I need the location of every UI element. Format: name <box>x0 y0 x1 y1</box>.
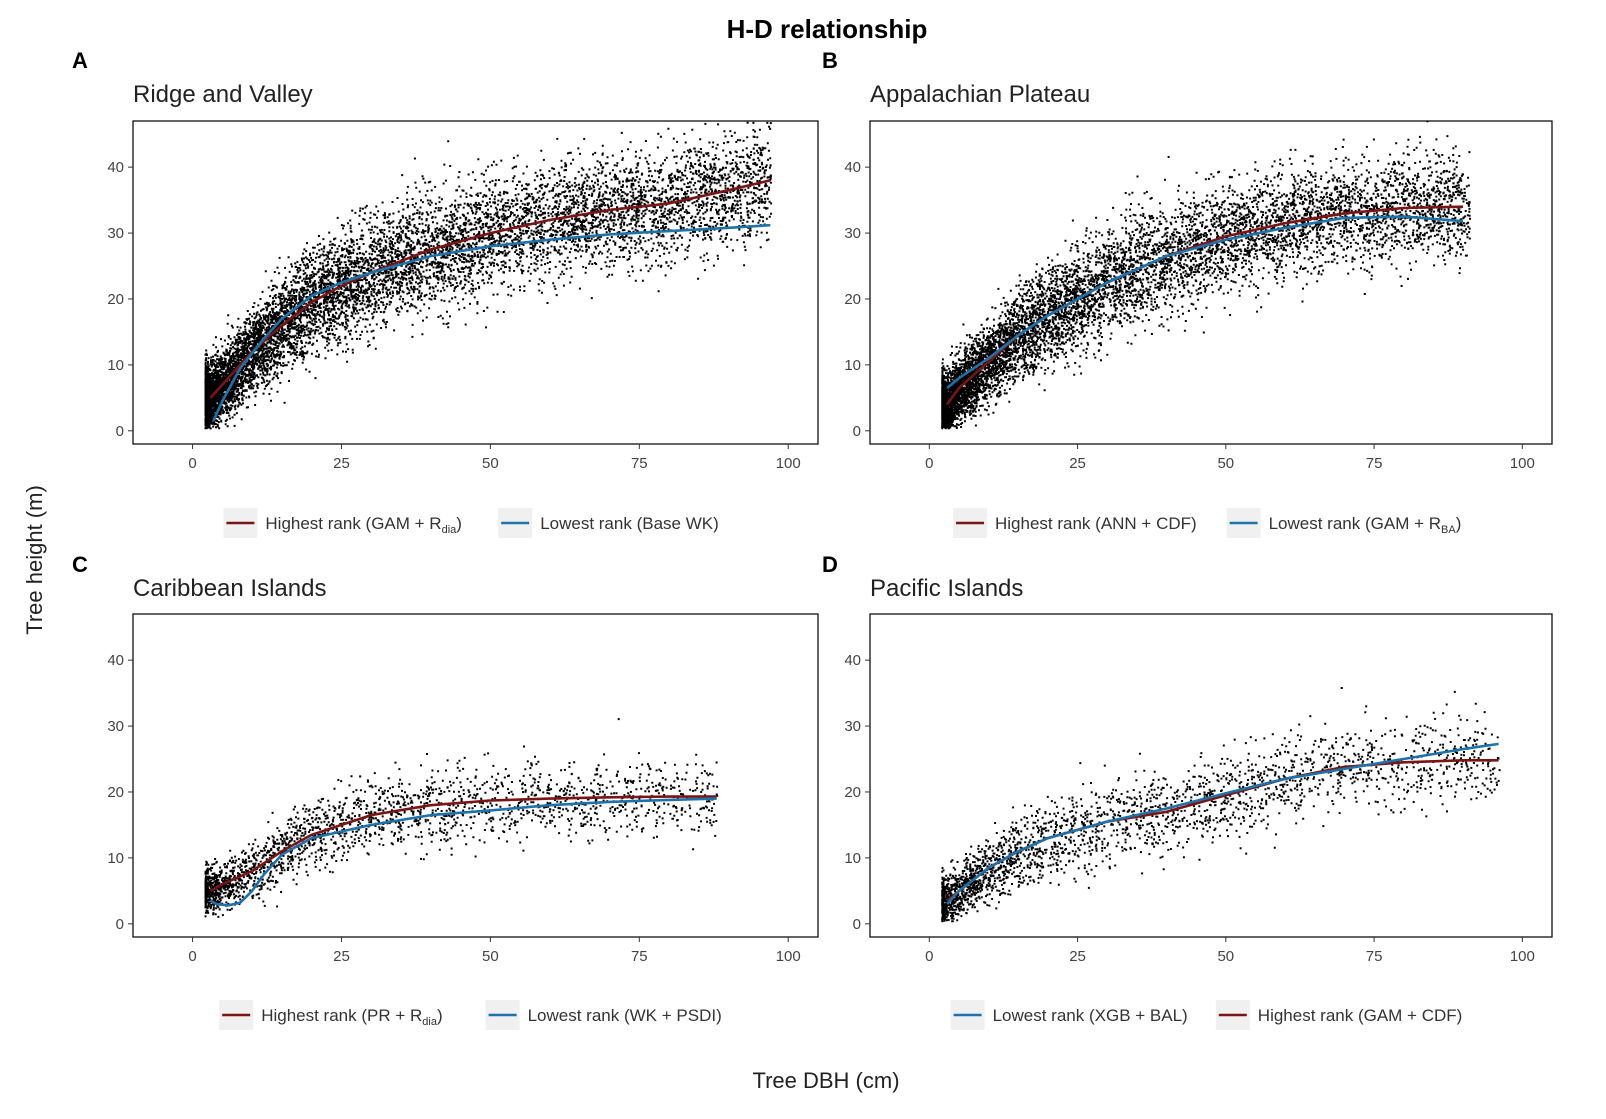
legend-label: Lowest rank (XGB + BAL) <box>993 1006 1188 1025</box>
x-tick-label: 100 <box>1510 455 1535 472</box>
x-axis-label: Tree DBH (cm) <box>752 1068 899 1093</box>
panel-title: Caribbean Islands <box>133 575 326 602</box>
y-axis-label: Tree height (m) <box>22 485 47 635</box>
series-line-lowest <box>212 223 771 422</box>
y-tick-label: 30 <box>107 225 124 242</box>
series-line-highest <box>209 795 717 893</box>
figure-title: H-D relationship <box>727 14 928 44</box>
panel-c: C Caribbean Islands 0 10 20 30 40 0 25 50 75 100 Hig… <box>72 552 819 1030</box>
series-line-lowest <box>946 742 1499 905</box>
x-tick-label: 50 <box>1217 948 1234 965</box>
x-tick-label: 25 <box>333 948 350 965</box>
legend-label: Highest rank (GAM + CDF) <box>1258 1006 1463 1025</box>
panel-a: A Ridge and Valley 0 10 20 30 40 0 25 50 75 100 High… <box>72 48 819 538</box>
y-tick-label: 20 <box>107 291 124 308</box>
x-tick-label: 25 <box>1069 455 1086 472</box>
scatter-points <box>204 121 773 430</box>
legend-label: Highest rank (PR + Rdia) <box>261 1006 442 1028</box>
y-tick-label: 20 <box>844 784 861 801</box>
legend: Highest rank (PR + Rdia) Lowest rank (WK … <box>219 1000 722 1030</box>
legend-label: Highest rank (GAM + Rdia) <box>265 514 462 536</box>
legend: Highest rank (ANN + CDF) Lowest rank (GAM… <box>953 508 1461 538</box>
legend-label: Lowest rank (WK + PSDI) <box>528 1006 722 1025</box>
x-tick-label: 50 <box>482 455 499 472</box>
y-tick-label: 0 <box>116 916 124 933</box>
x-tick-label: 50 <box>1217 455 1234 472</box>
y-tick-label: 10 <box>107 357 124 374</box>
panel-title: Appalachian Plateau <box>870 81 1090 108</box>
y-tick-label: 30 <box>107 718 124 735</box>
scatter-dots <box>204 121 773 430</box>
y-tick-label: 40 <box>107 159 124 176</box>
x-tick-label: 100 <box>776 455 801 472</box>
panel-title: Pacific Islands <box>870 575 1023 602</box>
x-tick-label: 100 <box>1510 948 1535 965</box>
legend: Lowest rank (XGB + BAL) Highest rank (GAM… <box>950 1000 1463 1030</box>
y-tick-label: 40 <box>107 652 124 669</box>
y-tick-label: 10 <box>107 850 124 867</box>
y-tick-label: 30 <box>844 718 861 735</box>
x-tick-label: 25 <box>1069 948 1086 965</box>
x-tick-label: 75 <box>631 455 648 472</box>
x-tick-label: 25 <box>333 455 350 472</box>
x-tick-label: 75 <box>1366 455 1383 472</box>
y-tick-label: 10 <box>844 850 861 867</box>
scatter-dots <box>941 687 1501 923</box>
panel-letter: D <box>822 552 838 577</box>
panel-title: Ridge and Valley <box>133 81 313 108</box>
series-line-lowest <box>209 797 717 907</box>
legend-label: Lowest rank (Base WK) <box>540 514 719 533</box>
y-tick-label: 0 <box>853 423 861 440</box>
panel-letter: A <box>72 48 88 73</box>
x-tick-label: 0 <box>925 455 933 472</box>
x-tick-label: 0 <box>188 948 196 965</box>
y-tick-label: 0 <box>116 423 124 440</box>
x-tick-label: 100 <box>776 948 801 965</box>
y-tick-label: 20 <box>844 291 861 308</box>
y-tick-label: 0 <box>853 916 861 933</box>
scatter-points <box>941 121 1471 430</box>
panel-b: B Appalachian Plateau 0 10 20 30 40 0 25 50 75 100 H… <box>822 48 1553 538</box>
x-tick-label: 50 <box>482 948 499 965</box>
legend-label: Lowest rank (GAM + RBA) <box>1269 514 1462 536</box>
legend-label: Highest rank (ANN + CDF) <box>995 514 1197 533</box>
x-tick-label: 0 <box>188 455 196 472</box>
panel-letter: B <box>822 48 838 73</box>
y-tick-label: 40 <box>844 159 861 176</box>
y-tick-label: 20 <box>107 784 124 801</box>
x-tick-label: 75 <box>631 948 648 965</box>
y-tick-label: 10 <box>844 357 861 374</box>
scatter-points <box>941 687 1501 923</box>
x-tick-label: 0 <box>925 948 933 965</box>
legend: Highest rank (GAM + Rdia) Lowest rank (Ba… <box>223 508 719 538</box>
scatter-dots <box>941 121 1471 430</box>
x-tick-label: 75 <box>1366 948 1383 965</box>
series-line-lowest <box>946 215 1464 389</box>
panel-d: D Pacific Islands 0 10 20 30 40 0 25 50 75 100 Lowes… <box>822 552 1553 1030</box>
y-tick-label: 30 <box>844 225 861 242</box>
y-tick-label: 40 <box>844 652 861 669</box>
panel-letter: C <box>72 552 88 577</box>
